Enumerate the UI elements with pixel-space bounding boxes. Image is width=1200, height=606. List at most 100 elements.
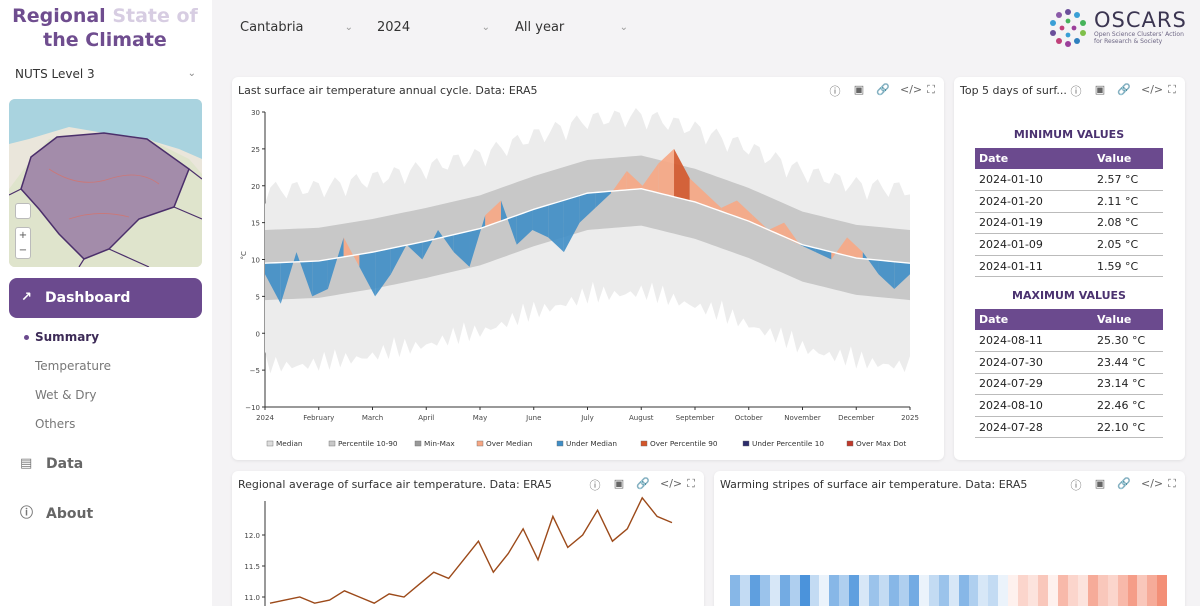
image-icon[interactable]: ▣ (853, 83, 865, 96)
row-date: 2024-07-28 (975, 416, 1093, 439)
stripe (749, 575, 760, 606)
dashboard-subnav: Summary Temperature Wet & Dry Others (22, 326, 202, 442)
stripe (799, 575, 810, 606)
subnav-item-others[interactable]: Others (35, 417, 76, 431)
row-value: 1.59 °C (1093, 255, 1163, 278)
subnav-item-summary[interactable]: Summary (22, 326, 202, 355)
x-tick-label: October (735, 414, 763, 422)
trend-icon: ↗ (21, 290, 32, 305)
panel-toolbar: ⓘ ▣ 🔗 </> ⛶ (588, 477, 698, 493)
warming-stripes-title: Warming stripes of surface air temperatu… (720, 478, 1028, 491)
stripe (1077, 575, 1088, 606)
row-value: 2.08 °C (1093, 212, 1163, 235)
subnav-item-temperature[interactable]: Temperature (35, 359, 112, 373)
max-values-row: 2024-08-10 22.46 °C (975, 394, 1163, 417)
fullscreen-icon[interactable]: ⛶ (927, 83, 935, 96)
min-values-table: Date Value 2024-01-10 2.57 °C 2024-01-20 2.… (975, 148, 1163, 278)
stripe (829, 575, 840, 606)
row-value: 23.14 °C (1093, 373, 1163, 396)
logo-subtitle: Open Science Clusters' Action for Researc… (1094, 31, 1184, 45)
x-tick-label: August (629, 414, 654, 422)
map-search-icon[interactable] (15, 203, 31, 219)
region-select[interactable]: Cantabria ⌄ (240, 18, 353, 38)
col-date: Date (975, 309, 1093, 330)
legend-label: Median (276, 439, 303, 448)
row-value: 2.11 °C (1093, 190, 1163, 213)
legend-label: Over Percentile 90 (650, 439, 718, 448)
stripe (918, 575, 929, 606)
legend-swatch (328, 440, 336, 447)
stripe (948, 575, 959, 606)
link-icon[interactable]: 🔗 (1117, 83, 1131, 96)
over-median-area (658, 148, 675, 197)
stripe (730, 575, 740, 606)
image-icon[interactable]: ▣ (1094, 477, 1106, 490)
info-icon[interactable]: ⓘ (589, 479, 601, 492)
max-values-title: MAXIMUM VALUES (1012, 289, 1126, 302)
y-tick-label: 15 (251, 220, 260, 228)
year-select[interactable]: 2024 ⌄ (377, 18, 490, 38)
under-median-area (296, 252, 313, 297)
info-icon[interactable]: ⓘ (1070, 479, 1082, 492)
link-icon[interactable]: 🔗 (876, 83, 890, 96)
panel-toolbar: ⓘ ▣ 🔗 </> ⛶ (1069, 477, 1179, 493)
stripe (889, 575, 899, 606)
nav-data[interactable]: ▤ Data (20, 453, 200, 475)
subnav-item-wet-dry[interactable]: Wet & Dry (35, 388, 97, 402)
under-median-area (390, 244, 407, 275)
embed-code-icon[interactable]: </> (1141, 83, 1164, 96)
x-tick-label: July (580, 414, 594, 422)
min-values-title: MINIMUM VALUES (1013, 128, 1125, 141)
info-icon[interactable]: ⓘ (829, 85, 841, 98)
oscars-logo[interactable]: OSCARS Open Science Clusters' Action for … (1046, 6, 1194, 50)
under-median-area (548, 199, 564, 253)
stripe (839, 575, 850, 606)
panel-toolbar: ⓘ ▣ 🔗 </> ⛶ (828, 83, 938, 99)
y-tick-label: 25 (251, 146, 260, 154)
row-value: 2.05 °C (1093, 233, 1163, 256)
over-median-area (689, 178, 706, 206)
image-icon[interactable]: ▣ (613, 477, 625, 490)
col-value: Value (1093, 148, 1163, 169)
info-icon[interactable]: ⓘ (1070, 85, 1082, 98)
y-tick-label: 30 (251, 109, 260, 117)
x-tick-label: June (525, 414, 541, 422)
under-median-area (359, 252, 376, 297)
row-date: 2024-01-19 (975, 212, 1093, 235)
over-median-area (847, 237, 863, 259)
stripe (988, 575, 999, 606)
region-map[interactable]: + − (9, 99, 202, 267)
regional-average-line (269, 496, 673, 604)
sidebar: Regional State of the Climate NUTS Level… (0, 0, 212, 606)
row-date: 2024-08-10 (975, 394, 1093, 417)
y-axis-label: °C (240, 251, 248, 260)
level-select[interactable]: NUTS Level 3 ⌄ (10, 62, 202, 86)
col-date: Date (975, 148, 1093, 169)
fullscreen-icon[interactable]: ⛶ (687, 477, 695, 490)
under-median-area (265, 262, 281, 304)
stripe (769, 575, 780, 606)
dashboard-button[interactable]: ↗ Dashboard (9, 278, 202, 318)
under-median-area (894, 261, 910, 289)
y-tick-label: 11.5 (244, 563, 260, 571)
level-select-value: NUTS Level 3 (15, 67, 95, 81)
region-map-canvas (9, 99, 202, 267)
embed-code-icon[interactable]: </> (1141, 477, 1164, 490)
under-median-area (579, 192, 596, 223)
y-tick-label: 20 (251, 183, 260, 191)
region-select-value: Cantabria (240, 20, 304, 35)
legend-label: Over Median (486, 439, 532, 448)
over-median-area (642, 163, 659, 193)
fullscreen-icon[interactable]: ⛶ (1168, 477, 1176, 490)
row-value: 22.46 °C (1093, 394, 1163, 417)
stripe (819, 575, 830, 606)
link-icon[interactable]: 🔗 (1117, 477, 1131, 490)
map-zoom-control[interactable]: + − (15, 227, 31, 259)
image-icon[interactable]: ▣ (1094, 83, 1106, 96)
nav-about[interactable]: ⓘ About (20, 503, 200, 525)
legend-label: Over Max Dot (856, 439, 906, 448)
link-icon[interactable]: 🔗 (636, 477, 650, 490)
period-select[interactable]: All year ⌄ (515, 18, 628, 38)
y-tick-label: 10 (251, 257, 260, 265)
fullscreen-icon[interactable]: ⛶ (1168, 83, 1176, 96)
